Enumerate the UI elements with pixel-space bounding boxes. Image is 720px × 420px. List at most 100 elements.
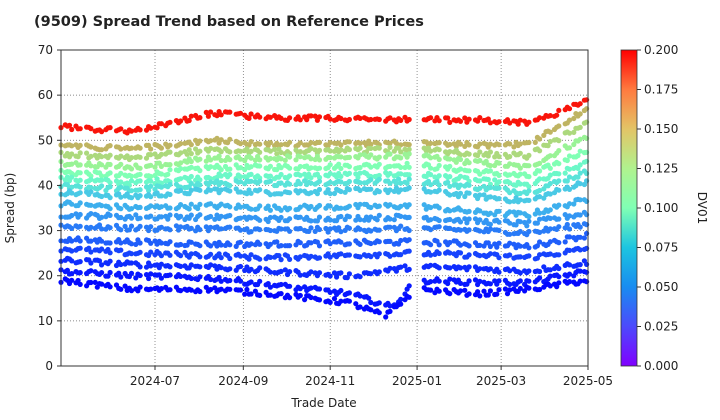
- data-point: [406, 146, 412, 152]
- data-point: [167, 142, 173, 148]
- data-point: [346, 290, 352, 296]
- data-point: [556, 187, 562, 193]
- data-point: [368, 299, 374, 306]
- data-point: [566, 174, 573, 180]
- data-point: [88, 163, 94, 169]
- data-point: [547, 129, 553, 135]
- data-point: [387, 180, 393, 186]
- data-point: [208, 224, 214, 230]
- data-point: [158, 214, 164, 220]
- data-point: [227, 166, 233, 172]
- data-point: [406, 176, 412, 182]
- data-point: [178, 273, 184, 279]
- data-point: [436, 242, 442, 248]
- data-point: [368, 204, 374, 211]
- data-point: [137, 127, 143, 133]
- data-point: [447, 149, 453, 155]
- data-point: [248, 164, 254, 170]
- data-point: [302, 297, 308, 303]
- data-point: [167, 149, 173, 155]
- data-point: [167, 252, 173, 258]
- data-point: [496, 142, 502, 148]
- data-point: [237, 227, 244, 233]
- data-point: [526, 268, 532, 274]
- data-point: [137, 223, 143, 229]
- data-point: [517, 190, 523, 196]
- data-point: [387, 238, 393, 244]
- data-point: [556, 178, 562, 184]
- data-point: [428, 148, 434, 154]
- data-point: [396, 176, 402, 182]
- data-point: [346, 203, 352, 209]
- data-point: [257, 187, 263, 193]
- data-point: [158, 184, 164, 190]
- data-point: [477, 185, 483, 191]
- data-point: [154, 125, 160, 131]
- data-point: [577, 212, 583, 218]
- data-point: [128, 155, 135, 161]
- data-point: [77, 223, 83, 229]
- data-point: [457, 173, 464, 179]
- data-point: [287, 269, 293, 275]
- data-point: [537, 168, 543, 174]
- data-point: [566, 106, 573, 112]
- data-point: [77, 190, 83, 196]
- data-point: [357, 201, 363, 207]
- data-point: [297, 225, 303, 232]
- data-point: [507, 172, 513, 178]
- data-point: [137, 204, 143, 210]
- data-point: [248, 215, 254, 221]
- data-point: [556, 280, 562, 286]
- data-point: [122, 223, 128, 229]
- colorbar-tick-label: 0.025: [644, 320, 678, 334]
- data-point: [457, 152, 464, 158]
- data-point: [197, 156, 203, 162]
- data-point: [308, 140, 314, 146]
- data-point: [393, 180, 399, 187]
- data-point: [502, 286, 508, 292]
- data-point: [197, 115, 203, 121]
- data-point: [128, 188, 135, 194]
- data-point: [237, 174, 244, 180]
- data-point: [208, 145, 214, 151]
- data-point: [77, 281, 83, 287]
- data-point: [338, 229, 344, 235]
- data-point: [537, 239, 543, 245]
- data-point: [276, 253, 282, 259]
- data-point: [481, 192, 487, 198]
- data-point: [447, 174, 453, 180]
- x-tick-label: 2024-11: [305, 374, 355, 388]
- data-point: [477, 228, 483, 234]
- data-point: [314, 218, 320, 224]
- data-point: [376, 269, 382, 275]
- data-point: [445, 179, 451, 185]
- data-point: [487, 149, 493, 155]
- data-point: [346, 187, 352, 193]
- data-point: [267, 178, 273, 184]
- data-point: [267, 192, 273, 198]
- data-point: [137, 165, 143, 171]
- data-point: [547, 191, 553, 197]
- data-point: [547, 153, 553, 159]
- data-point: [577, 162, 583, 168]
- data-point: [178, 118, 184, 124]
- data-point: [257, 217, 263, 223]
- data-point: [278, 156, 284, 162]
- data-point: [167, 191, 173, 198]
- data-point: [218, 286, 224, 292]
- data-point: [99, 173, 105, 179]
- data-point: [137, 240, 143, 246]
- data-point: [218, 242, 224, 248]
- data-point: [472, 277, 479, 283]
- data-point: [477, 217, 483, 223]
- data-point: [566, 226, 573, 232]
- data-point: [466, 291, 472, 297]
- data-point: [128, 288, 135, 294]
- data-point: [282, 157, 288, 163]
- data-point: [227, 136, 233, 142]
- data-point: [69, 126, 75, 133]
- data-point: [387, 163, 393, 169]
- data-point: [477, 178, 483, 184]
- data-point: [195, 205, 201, 212]
- data-point: [107, 269, 113, 276]
